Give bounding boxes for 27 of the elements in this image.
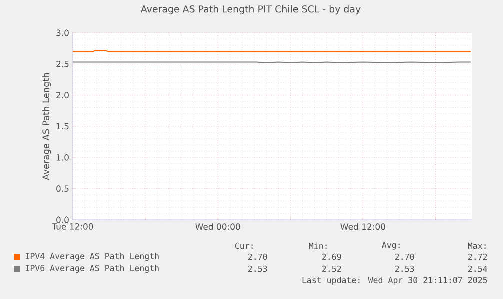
legend-label: IPV6 Average AS Path Length: [26, 264, 159, 274]
x-tick-label: Wed 12:00: [340, 224, 386, 230]
chart-title: Average AS Path Length PIT Chile SCL - by day: [141, 5, 361, 15]
legend-label: IPV4 Average AS Path Length: [26, 252, 159, 262]
y-tick-label: 3.0: [56, 30, 69, 36]
text: 2.54: [468, 266, 488, 272]
text: 2.70: [396, 254, 414, 260]
y-tick-label: 1.5: [56, 123, 69, 130]
y-tick-label: 2.5: [56, 60, 69, 68]
y-tick-label: 2.0: [56, 92, 69, 99]
text: 2.69: [322, 254, 342, 260]
y-axis-title: Average AS Path Length: [42, 73, 52, 180]
text: Min:: [309, 242, 327, 250]
y-tick-label: 1.0: [56, 154, 69, 161]
x-tick-label: Wed 00:00: [196, 224, 240, 230]
x-tick-label: Tue 12:00: [52, 224, 94, 230]
y-tick-label: 0.5: [56, 186, 69, 192]
text: 2.52: [322, 266, 342, 272]
text: Max:: [468, 242, 486, 250]
text: 2.72: [468, 254, 488, 260]
y-tick-label: 0.0: [56, 216, 69, 224]
text: 2.70: [248, 254, 268, 260]
text: 2.53: [248, 266, 268, 272]
text: Avg:: [382, 242, 400, 250]
text: Last update: Wed Apr 30 21:11:07 2025: [302, 277, 488, 285]
text: Cur:: [235, 242, 253, 250]
text: 2.53: [396, 266, 414, 272]
